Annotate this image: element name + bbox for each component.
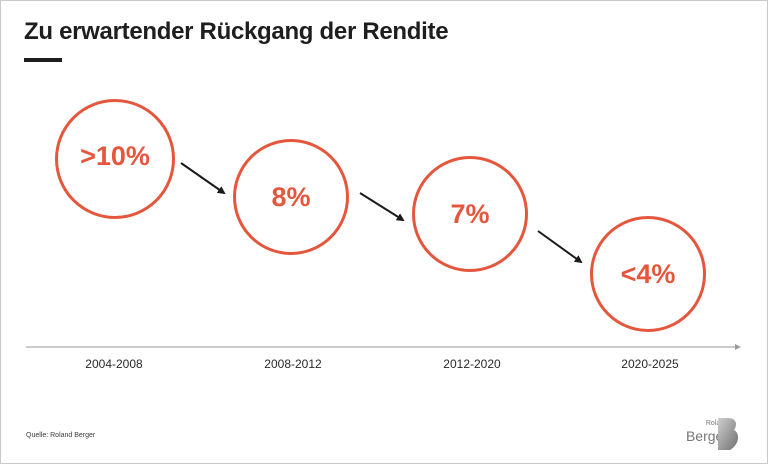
stage-circle-3: 7% [412,156,528,272]
source-note: Quelle: Roland Berger [26,432,96,439]
period-label-2: 2008-2012 [264,357,322,371]
stage-value-1: >10% [80,140,150,171]
page-title: Zu erwartender Rückgang der Rendite [24,18,449,45]
logo-text-small: Roland [705,420,728,427]
period-label-1: 2004-2008 [85,357,143,371]
arrow-3-4 [537,230,583,264]
title-underline [24,58,62,62]
stage-value-3: 7% [450,198,490,229]
stage-circle-4: <4% [590,216,706,332]
stage-value-2: 8% [271,181,311,212]
arrow-1-2 [180,162,226,195]
stage-circle-2: 8% [233,139,349,255]
roland-berger-logo-icon [718,418,739,450]
stage-circle-1: >10% [55,99,175,219]
logo-text-big: Berger [685,428,728,444]
timeline-axis [26,344,741,350]
stage-value-4: <4% [620,258,676,289]
period-label-4: 2020-2025 [621,357,679,371]
period-label-3: 2012-2020 [443,357,501,371]
arrow-2-3 [359,192,405,222]
